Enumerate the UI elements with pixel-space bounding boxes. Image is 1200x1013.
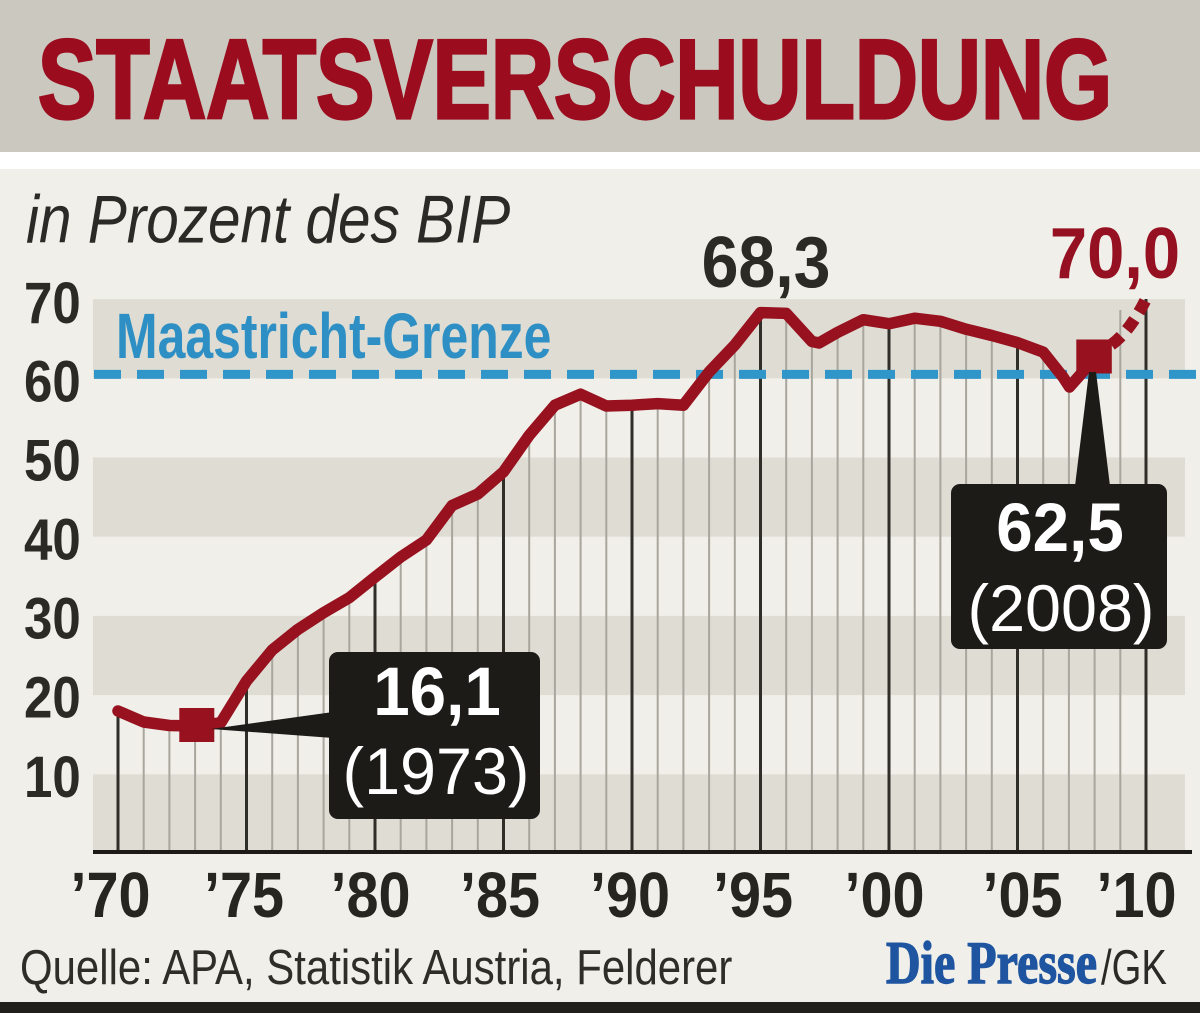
svg-text:68,3: 68,3 [702, 221, 831, 302]
svg-text:’75: ’75 [204, 859, 284, 930]
svg-text:/GK: /GK [1101, 941, 1167, 996]
svg-text:10: 10 [24, 745, 81, 810]
svg-text:’95: ’95 [713, 859, 793, 930]
svg-text:Die Presse: Die Presse [886, 930, 1097, 996]
svg-text:in Prozent des BIP: in Prozent des BIP [26, 182, 510, 257]
svg-text:20: 20 [24, 665, 81, 730]
svg-text:’85: ’85 [460, 859, 540, 930]
svg-text:Quelle: APA, Statistik Austria: Quelle: APA, Statistik Austria, Felderer [20, 940, 732, 995]
svg-text:70,0: 70,0 [1050, 213, 1180, 294]
svg-text:40: 40 [24, 507, 81, 572]
svg-text:(1973): (1973) [343, 734, 530, 808]
svg-text:16,1: 16,1 [373, 653, 501, 730]
svg-text:’70: ’70 [70, 859, 150, 930]
svg-text:’80: ’80 [330, 859, 410, 930]
svg-text:Maastricht-Grenze: Maastricht-Grenze [116, 301, 551, 372]
svg-text:STAATSVERSCHULDUNG: STAATSVERSCHULDUNG [38, 18, 1112, 143]
svg-text:50: 50 [24, 428, 81, 493]
svg-text:30: 30 [24, 586, 81, 651]
svg-text:’05: ’05 [982, 859, 1062, 930]
svg-text:’90: ’90 [590, 859, 670, 930]
svg-text:(2008): (2008) [968, 571, 1155, 645]
svg-text:’00: ’00 [844, 859, 924, 930]
svg-text:’10: ’10 [1096, 859, 1176, 930]
svg-text:62,5: 62,5 [996, 489, 1124, 566]
svg-text:70: 70 [24, 271, 81, 336]
svg-text:60: 60 [24, 349, 81, 414]
